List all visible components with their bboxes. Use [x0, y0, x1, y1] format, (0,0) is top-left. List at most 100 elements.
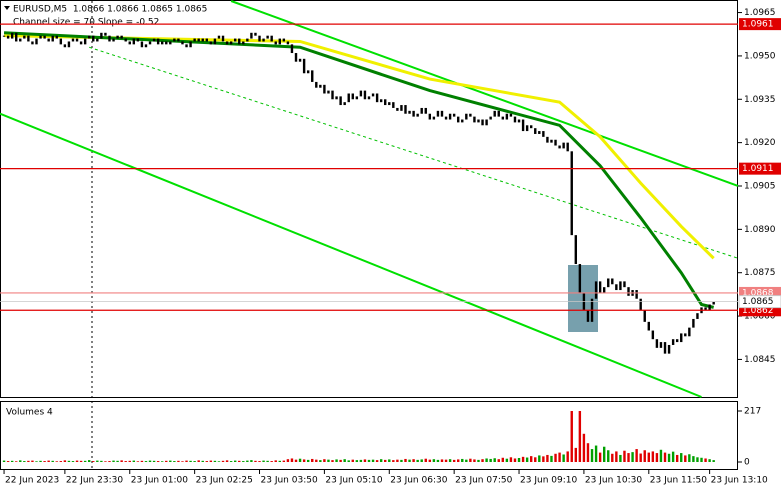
volume-bar: [156, 461, 160, 462]
indicator-line: [0, 112, 702, 398]
candle: [542, 131, 545, 137]
volume-bar: [75, 460, 79, 462]
candle: [396, 107, 399, 111]
candle: [15, 32, 18, 42]
volume-title: Volumes 4: [6, 408, 53, 418]
candle: [578, 264, 582, 293]
candle: [209, 41, 213, 45]
volume-bar: [582, 433, 586, 462]
volume-bar: [505, 458, 509, 462]
candle: [375, 93, 379, 103]
volume-bar: [79, 460, 83, 462]
volume-bar: [631, 452, 634, 462]
volume-bar: [128, 460, 131, 462]
candle: [655, 339, 659, 348]
level-label: 1.0961: [742, 20, 774, 30]
volume-bar: [513, 458, 517, 462]
candle: [124, 38, 127, 42]
candle: [63, 44, 67, 48]
candle: [286, 41, 290, 45]
volume-panel: [0, 401, 738, 470]
volume-bar: [238, 460, 241, 462]
volume-bar: [489, 458, 492, 462]
candle: [71, 38, 75, 42]
volume-bar: [148, 460, 152, 462]
candle: [521, 119, 525, 132]
candle: [594, 281, 598, 299]
candle: [558, 145, 561, 149]
volume-bar: [663, 452, 667, 462]
volume-bar: [185, 460, 188, 462]
volume-bar: [708, 459, 711, 462]
volume-bar: [31, 460, 34, 462]
volume-bar: [623, 450, 626, 462]
volume-bar: [209, 460, 213, 462]
volume-bar: [469, 458, 472, 462]
volume-bar: [461, 458, 464, 462]
candle: [712, 301, 715, 305]
candle: [205, 38, 209, 42]
volume-bar: [229, 461, 233, 462]
volume-bar: [35, 461, 38, 462]
volume-bar: [165, 460, 168, 462]
y-tick-label: 0: [744, 458, 750, 468]
candle: [79, 41, 83, 45]
volume-bar: [396, 459, 399, 462]
volume-bar: [367, 459, 371, 462]
candle: [39, 35, 42, 39]
volume-bar: [550, 455, 553, 462]
candle: [675, 339, 679, 343]
volume-bar: [432, 459, 436, 462]
x-tick-label: 23 Jun 06:30: [390, 476, 447, 486]
volume-bar: [181, 461, 184, 462]
candle: [428, 113, 432, 120]
volume-bar: [675, 454, 679, 462]
volume-bar: [298, 458, 302, 462]
candle: [473, 116, 476, 123]
candle: [538, 131, 541, 134]
price-panel: [0, 0, 738, 398]
candle: [311, 70, 314, 82]
candle: [43, 35, 46, 39]
candle: [319, 84, 322, 88]
volume-bar: [452, 459, 456, 462]
volume-bar: [124, 461, 127, 462]
candle: [513, 116, 517, 123]
y-tick-label: 1.0860: [744, 312, 776, 322]
volume-bar: [19, 460, 22, 462]
candle: [651, 330, 655, 340]
y-tick-label: 1.0950: [744, 51, 776, 61]
candle: [469, 113, 472, 117]
candle: [331, 90, 334, 100]
volume-bar: [659, 449, 663, 462]
volume-bar: [335, 459, 338, 462]
volume-bar: [100, 460, 103, 462]
candle: [258, 35, 261, 42]
candle: [489, 116, 492, 120]
candle: [274, 41, 277, 45]
volume-bar: [485, 458, 488, 462]
volume-bar: [250, 460, 253, 462]
candle: [696, 313, 699, 319]
candle: [452, 113, 456, 117]
volume-bar: [554, 453, 557, 462]
candle: [680, 333, 683, 343]
volume-bar: [43, 461, 46, 462]
volume-bar: [602, 446, 606, 462]
volume-bar: [651, 451, 655, 462]
candle: [92, 35, 95, 42]
x-tick-label: 23 Jun 13:10: [711, 476, 768, 486]
volume-bar: [112, 460, 115, 462]
candle: [278, 38, 281, 45]
candle: [534, 128, 537, 134]
candle: [448, 113, 452, 120]
candle: [221, 35, 225, 42]
candle: [152, 38, 156, 42]
candle: [282, 38, 286, 42]
volume-bar: [578, 411, 582, 462]
candle: [684, 333, 687, 337]
volume-bar: [477, 459, 480, 462]
candle: [294, 53, 298, 62]
volume-bar: [436, 459, 440, 462]
volume-bar: [225, 460, 229, 462]
